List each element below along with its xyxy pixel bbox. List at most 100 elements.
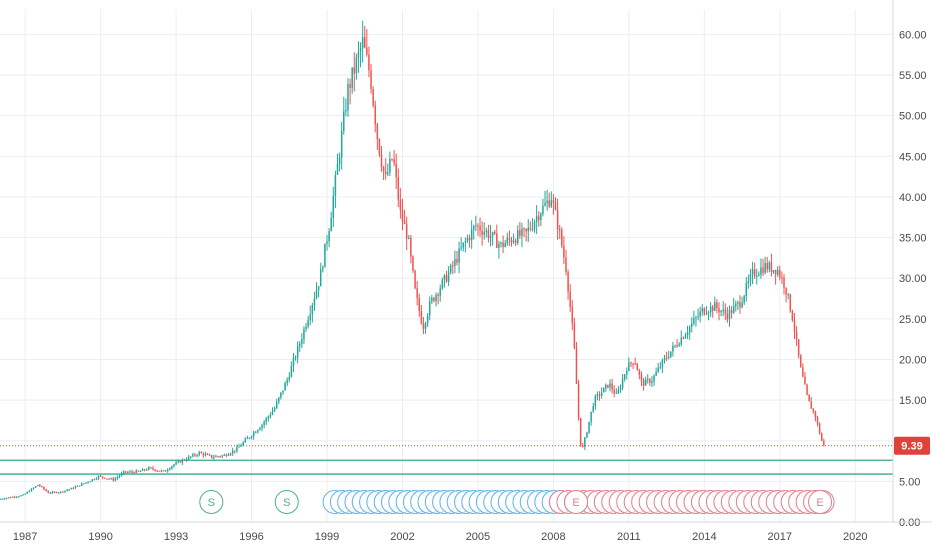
candle-body — [368, 54, 370, 71]
y-tick-label: 60.00 — [899, 29, 927, 41]
candle-body — [804, 376, 806, 385]
candle-body — [9, 497, 12, 499]
candle-body — [85, 482, 87, 484]
candle-body — [361, 37, 364, 48]
candle-body — [303, 328, 305, 340]
candle-body — [623, 374, 626, 380]
candle-body — [259, 428, 261, 431]
candle-body — [475, 225, 477, 227]
candle-body — [177, 461, 179, 463]
candle-body — [596, 394, 599, 397]
candle-body — [470, 229, 473, 241]
candle-body — [682, 337, 685, 339]
candle-body — [460, 247, 462, 249]
candle-body — [726, 313, 729, 320]
candle-body — [206, 454, 209, 456]
candle-body — [36, 484, 39, 487]
candle-body — [236, 447, 238, 452]
candle-body — [34, 486, 37, 488]
candle-body — [150, 467, 152, 469]
x-tick-label: 1996 — [239, 531, 263, 543]
candle-body — [145, 469, 148, 471]
candle-body — [26, 491, 29, 494]
candle-body — [636, 364, 639, 371]
x-tick-label: 2002 — [390, 531, 414, 543]
candle-body — [240, 445, 242, 447]
candle-body — [797, 339, 800, 356]
candle-body — [242, 442, 244, 446]
candle-body — [649, 379, 651, 383]
candle-body — [97, 475, 100, 479]
candle-body — [718, 308, 720, 313]
candle-body — [330, 217, 332, 232]
candle-body — [225, 454, 228, 456]
candle-body — [521, 228, 523, 236]
candle-body — [714, 302, 716, 311]
candle-body — [663, 357, 666, 360]
candle-body — [70, 487, 73, 490]
current-price-value: 9.39 — [901, 441, 922, 453]
candle-body — [76, 485, 79, 487]
candle-body — [661, 359, 664, 368]
candle-body — [7, 497, 10, 499]
x-tick-label: 1999 — [315, 531, 339, 543]
candle-body — [676, 345, 678, 347]
candle-body — [0, 498, 1, 500]
candle-body — [326, 241, 328, 244]
candle-body — [68, 489, 70, 491]
candle-body — [462, 242, 465, 248]
candle-body — [602, 387, 605, 393]
candle-body — [395, 163, 397, 178]
candle-body — [472, 226, 475, 230]
candle-body — [502, 242, 504, 247]
candle-body — [523, 228, 525, 230]
candle-body — [53, 491, 56, 493]
candle-body — [487, 230, 490, 238]
candle-body — [435, 294, 437, 301]
candle-body — [397, 177, 400, 200]
y-tick-label: 35.00 — [899, 233, 927, 245]
candle-body — [504, 243, 506, 247]
candle-body — [30, 488, 33, 492]
event-marker-label: E — [572, 497, 579, 509]
candle-body — [672, 346, 674, 352]
candle-body — [223, 454, 226, 456]
candle-body — [57, 492, 60, 494]
candle-body — [278, 397, 280, 402]
candle-body — [248, 437, 251, 439]
candle-body — [47, 491, 49, 494]
current-price: 9.39 — [894, 436, 930, 455]
candle-body — [701, 308, 703, 312]
candle-body — [127, 472, 129, 474]
x-tick-label: 2017 — [768, 531, 792, 543]
y-tick-label: 5.00 — [899, 476, 920, 488]
candle-body — [133, 472, 135, 474]
candle-body — [638, 370, 641, 375]
candle-body — [605, 384, 607, 388]
candle-body — [16, 496, 18, 498]
candle-body — [334, 174, 337, 196]
candle-body — [340, 131, 343, 158]
candle-body — [496, 233, 498, 248]
candle-body — [600, 392, 603, 396]
candle-body — [691, 323, 693, 327]
candle-body — [716, 302, 718, 309]
candle-body — [441, 279, 444, 289]
candle-body — [418, 298, 421, 311]
candle-body — [280, 392, 282, 398]
candle-body — [424, 323, 427, 329]
candle-body — [745, 283, 748, 296]
x-tick-label: 1990 — [88, 531, 112, 543]
candle-body — [607, 384, 609, 388]
candle-body — [816, 417, 819, 424]
candle-body — [514, 240, 517, 243]
candle-body — [80, 483, 83, 486]
candle-body — [171, 466, 173, 469]
candle-body — [292, 358, 295, 367]
candle-body — [89, 481, 91, 483]
candle-body — [634, 363, 636, 365]
candle-body — [594, 396, 597, 407]
candle-body — [72, 487, 75, 489]
candle-body — [728, 309, 731, 320]
